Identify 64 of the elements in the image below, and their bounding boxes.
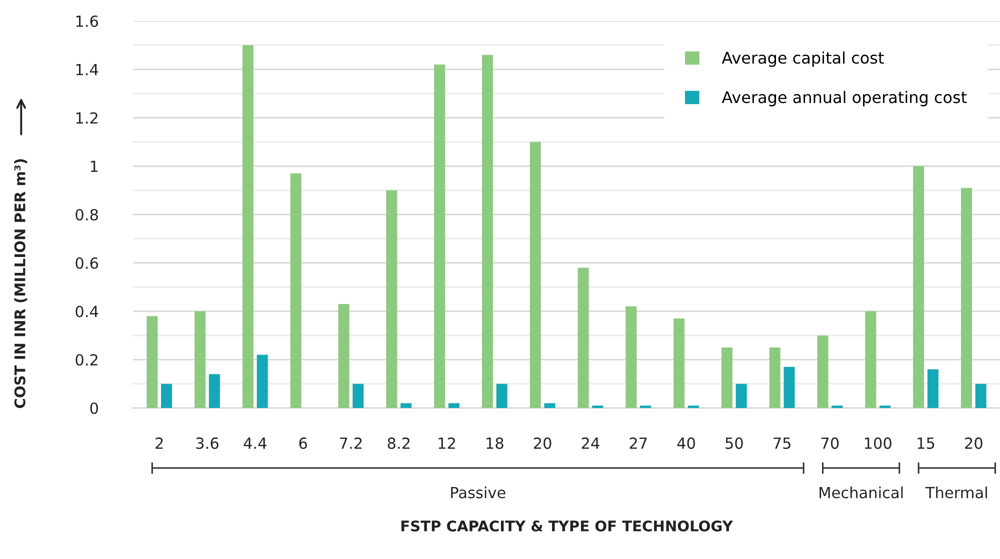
x-tick-label: 27 xyxy=(630,437,647,449)
x-tick-label: 12 xyxy=(438,437,455,449)
x-tick-label: 7.2 xyxy=(340,437,362,449)
y-tick-label: 1.4 xyxy=(76,64,98,76)
x-tick-label: 6 xyxy=(299,437,307,449)
text: Passive xyxy=(451,486,506,498)
x-tick-label: 8.2 xyxy=(388,437,410,449)
bar xyxy=(194,311,206,408)
bar xyxy=(208,374,220,408)
bar xyxy=(256,354,268,408)
x-tick-label: 100 xyxy=(864,437,892,449)
bar xyxy=(769,348,780,408)
x-tick-label: 3.6 xyxy=(196,437,218,449)
y-tick-label: 0 xyxy=(90,402,98,414)
y-tick-label: 1.6 xyxy=(76,15,98,28)
x-tick-label: 70 xyxy=(821,437,839,449)
bar xyxy=(242,45,254,408)
bar xyxy=(448,403,460,408)
legend-label: Average capital cost xyxy=(722,51,884,67)
y-tick-label: 0.6 xyxy=(76,257,98,269)
bar xyxy=(544,403,556,408)
text: Mechanical xyxy=(820,486,903,498)
bar xyxy=(482,54,493,408)
bar xyxy=(434,64,446,408)
x-tick-label: 20 xyxy=(534,437,552,449)
bar xyxy=(975,384,986,408)
bar xyxy=(146,316,158,408)
bar xyxy=(161,384,172,408)
bar xyxy=(578,268,589,408)
y-tick-label: 1.2 xyxy=(76,112,98,124)
bar xyxy=(721,348,732,408)
bar xyxy=(736,384,747,408)
bar xyxy=(496,384,508,408)
x-tick-label: 18 xyxy=(486,437,504,449)
bar xyxy=(865,311,876,408)
x-tick-label: 2 xyxy=(156,437,163,449)
bar xyxy=(400,403,412,408)
bar xyxy=(784,366,795,408)
legend-label: Average annual operating cost xyxy=(722,90,967,106)
x-tick-label: 24 xyxy=(582,437,600,449)
bar xyxy=(913,166,924,408)
bar xyxy=(626,306,637,408)
x-tick-label: 20 xyxy=(965,437,982,449)
bar xyxy=(530,142,541,408)
bar xyxy=(927,369,938,408)
y-tick-label: 0.2 xyxy=(76,354,98,366)
bar xyxy=(960,188,972,408)
x-tick-label: 15 xyxy=(918,438,934,449)
y-tick-label: 1 xyxy=(90,160,98,172)
x-tick-label: 50 xyxy=(726,437,743,449)
bar xyxy=(290,173,302,408)
bar xyxy=(386,190,398,408)
bar xyxy=(674,318,685,408)
x-tick-label: 40 xyxy=(677,437,695,449)
bar xyxy=(352,384,364,408)
bar xyxy=(817,335,828,408)
bar xyxy=(338,304,350,408)
x-axis-title: FSTP CAPACITY & TYPE OF TECHNOLOGY xyxy=(401,520,734,532)
y-tick-label: 0.4 xyxy=(76,306,98,318)
text: Thermal xyxy=(925,486,987,498)
y-tick-label: 0.8 xyxy=(76,208,98,221)
x-tick-label: 75 xyxy=(774,438,790,449)
x-tick-label: 4.4 xyxy=(244,438,266,449)
y-axis-title: COST IN INR (MILLION PER m³) xyxy=(14,159,28,408)
